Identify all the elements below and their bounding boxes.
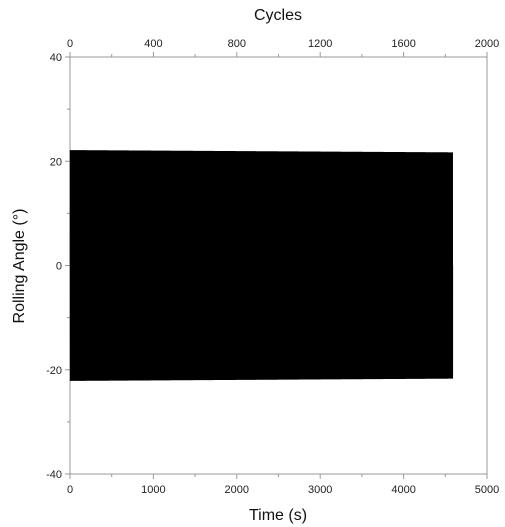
top-tick-label: 800 bbox=[228, 38, 246, 50]
top-axis-title: Cycles bbox=[254, 7, 302, 24]
y-tick-label: -20 bbox=[46, 365, 62, 377]
top-tick-label: 1600 bbox=[391, 38, 415, 50]
y-axis-title: Rolling Angle (°) bbox=[11, 209, 28, 324]
x-tick-label: 3000 bbox=[308, 484, 332, 496]
tick-marks bbox=[65, 52, 488, 479]
top-tick-label: 0 bbox=[67, 38, 73, 50]
y-tick-label: 20 bbox=[50, 156, 62, 168]
top-tick-label: 2000 bbox=[475, 38, 499, 50]
y-tick-label: 0 bbox=[56, 261, 62, 273]
x-tick-label: 2000 bbox=[225, 484, 249, 496]
x-tick-label: 0 bbox=[67, 484, 73, 496]
y-tick-label: -40 bbox=[46, 469, 62, 481]
x-tick-label: 1000 bbox=[141, 484, 165, 496]
rolling-angle-series bbox=[69, 150, 454, 381]
top-tick-label: 400 bbox=[144, 38, 162, 50]
x-tick-label: 5000 bbox=[475, 484, 499, 496]
y-tick-label: 40 bbox=[50, 52, 62, 64]
x-tick-label: 4000 bbox=[391, 484, 415, 496]
x-axis-title: Time (s) bbox=[249, 507, 307, 524]
top-tick-label: 1200 bbox=[308, 38, 332, 50]
